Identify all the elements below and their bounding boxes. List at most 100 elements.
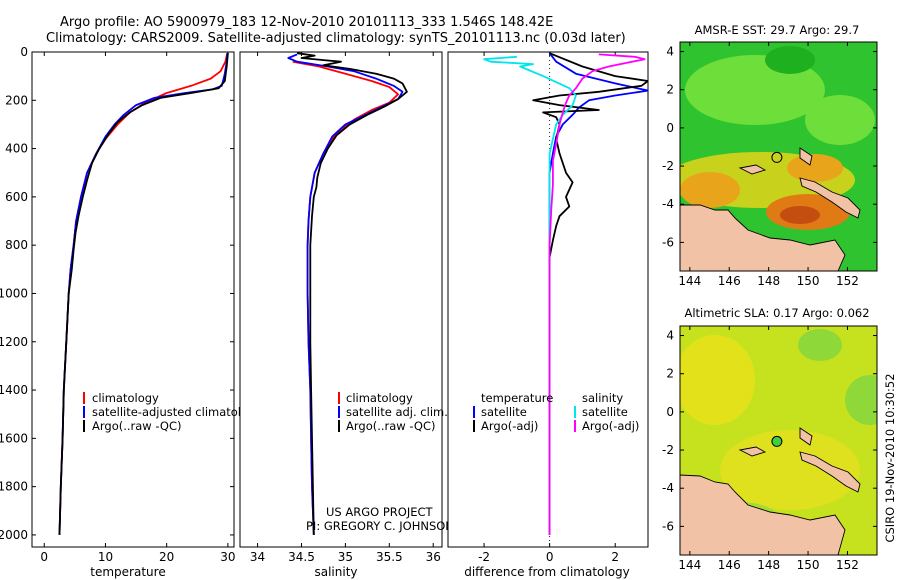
- x-tick-label: 20: [159, 550, 174, 564]
- sla-field-green: [798, 329, 842, 361]
- png-coastline: [680, 204, 846, 271]
- y-tick-label: 0: [666, 405, 674, 419]
- legend-label-climatology: climatology: [346, 391, 413, 405]
- x-tick-label: 150: [797, 274, 820, 288]
- sst-warm-band: [680, 172, 740, 208]
- x-tick-label: 2: [611, 550, 619, 564]
- y-tick-label: 4: [666, 329, 674, 343]
- sla-map-frame: [679, 325, 878, 556]
- x-tick-label: 152: [836, 558, 859, 572]
- sst-map-ticks: 144 146 148 150 152 -6 -4 -2 0 2 4: [662, 42, 877, 288]
- x-tick-label: 152: [836, 274, 859, 288]
- new-britain-island: [799, 177, 861, 219]
- temperature-axis-ticks: 0 10 20 30: [40, 52, 236, 564]
- sst-field-light: [805, 95, 875, 145]
- title-line1: Argo profile: AO 5900979_183 12-Nov-2010…: [60, 15, 553, 30]
- new-ireland-island: [799, 427, 813, 446]
- y-tick-label: 800: [5, 238, 28, 252]
- legend-label-sal-argo: Argo(-adj): [582, 419, 639, 433]
- sla-map-title: Altimetric SLA: 0.17 Argo: 0.062: [684, 306, 869, 320]
- y-tick-label: 4: [666, 45, 674, 59]
- png-coastline: [680, 474, 846, 555]
- y-tick-label: 1400: [0, 383, 28, 397]
- sla-map-panel: Altimetric SLA: 0.17 Argo: 0.062 144 146 1…: [662, 306, 878, 572]
- series-line: [296, 52, 408, 535]
- series-line: [58, 53, 229, 535]
- x-tick-label: 146: [718, 558, 741, 572]
- new-britain-island: [799, 451, 861, 493]
- sla-field-green: [845, 375, 877, 425]
- x-tick-label: 34.5: [288, 550, 315, 564]
- salinity-axis-ticks: 34 34.5 35 35.5 36: [250, 52, 441, 564]
- legend-label-climatology: climatology: [92, 391, 159, 405]
- sst-warm-band: [787, 154, 843, 182]
- x-tick-label: 0: [546, 550, 554, 564]
- temperature-panel: 0 200 400 600 800 1000 1200 1400 1600 1800 2000 0 1…: [0, 45, 262, 579]
- legend-header-salinity: salinity: [582, 391, 623, 405]
- temperature-lines: [58, 53, 229, 535]
- salinity-panel: 34 34.5 35 35.5 36 salinity climatology sate…: [239, 51, 454, 579]
- x-tick-label: 148: [757, 274, 780, 288]
- manus-island: [738, 164, 767, 175]
- x-tick-label: 144: [678, 274, 701, 288]
- argo-position-marker: [771, 435, 783, 447]
- sst-map-panel: AMSR-E SST: 29.7 Argo: 29.7 144 146 148 150…: [662, 23, 878, 288]
- legend-label-argo: Argo(..raw -QC): [92, 419, 182, 433]
- y-tick-label: 400: [5, 142, 28, 156]
- sla-map-ticks: 144 146 148 150 152 -6 -4 -2 0 2 4: [662, 326, 877, 572]
- temperature-axes-box: [31, 51, 235, 548]
- x-tick-label: 146: [718, 274, 741, 288]
- y-tick-label: 0: [666, 121, 674, 135]
- difference-panel: -2 0 2 difference from climatology tempera…: [447, 51, 649, 579]
- new-ireland-island: [799, 147, 813, 166]
- temperature-legend: climatology satellite-adjusted climatolo…: [83, 391, 262, 433]
- difference-legend: temperature salinity satellite Argo(-adj…: [473, 391, 639, 433]
- y-tick-label: 200: [5, 93, 28, 107]
- x-tick-label: 34: [250, 550, 265, 564]
- legend-label-satellite: satellite-adjusted climatology: [92, 405, 262, 419]
- difference-xlabel: difference from climatology: [464, 565, 630, 579]
- salinity-axes-box: [239, 51, 443, 548]
- legend-label-temp-satellite: satellite: [481, 405, 527, 419]
- series-line: [548, 53, 646, 535]
- x-tick-label: 144: [678, 558, 701, 572]
- y-tick-label: -6: [662, 235, 674, 249]
- argo-position-marker: [771, 151, 783, 163]
- salinity-lines: [287, 52, 408, 535]
- legend-label-sal-satellite: satellite: [582, 405, 628, 419]
- y-tick-label: 1800: [0, 480, 28, 494]
- x-tick-label: 150: [797, 558, 820, 572]
- sst-field-dark: [765, 46, 815, 74]
- y-tick-label: -6: [662, 519, 674, 533]
- series-line: [483, 55, 577, 535]
- y-tick-label: -4: [662, 197, 674, 211]
- series-line: [287, 53, 404, 535]
- sla-field-yellow: [680, 335, 755, 425]
- temperature-xlabel: temperature: [90, 565, 165, 579]
- y-tick-label: -2: [662, 443, 674, 457]
- salinity-legend: climatology satellite adj. clim. Argo(..…: [338, 391, 448, 433]
- legend-label-temp-argo: Argo(-adj): [481, 419, 538, 433]
- x-tick-label: 35.5: [376, 550, 403, 564]
- legend-label-argo: Argo(..raw -QC): [346, 419, 436, 433]
- credit-text: CSIRO 19-Nov-2010 10:30:52: [883, 373, 897, 542]
- depth-axis-ticks: 0 200 400 600 800 1000 1200 1400 1600 1800 2000: [0, 45, 234, 542]
- x-tick-label: -2: [478, 550, 490, 564]
- x-tick-label: 35: [338, 550, 353, 564]
- y-tick-label: -2: [662, 159, 674, 173]
- salinity-xlabel: salinity: [314, 565, 357, 579]
- project-line2: PI: GREGORY C. JOHNSON: [306, 519, 454, 533]
- difference-axes-box: [447, 51, 649, 548]
- y-tick-label: -4: [662, 481, 674, 495]
- sst-map-title: AMSR-E SST: 29.7 Argo: 29.7: [695, 23, 860, 37]
- difference-lines: [483, 52, 648, 535]
- title-line2: Climatology: CARS2009. Satellite-adjuste…: [46, 31, 626, 46]
- y-tick-label: 1600: [0, 431, 28, 445]
- sst-map-frame: [679, 41, 878, 272]
- x-tick-label: 148: [757, 558, 780, 572]
- x-tick-label: 30: [220, 550, 235, 564]
- x-tick-label: 10: [98, 550, 113, 564]
- y-tick-label: 2: [666, 83, 674, 97]
- sst-warm-core: [780, 206, 820, 224]
